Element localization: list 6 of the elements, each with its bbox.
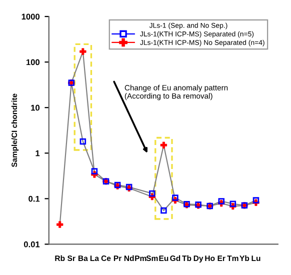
y-tick-label: 1000: [22, 14, 40, 20]
y-tick-label: 1: [36, 150, 40, 156]
y-tick-label: 100: [26, 59, 40, 66]
y-tick-label: 10: [31, 104, 40, 111]
y-tick-label: 0.01: [24, 241, 40, 248]
y-tick-label: 0.1: [28, 196, 40, 202]
